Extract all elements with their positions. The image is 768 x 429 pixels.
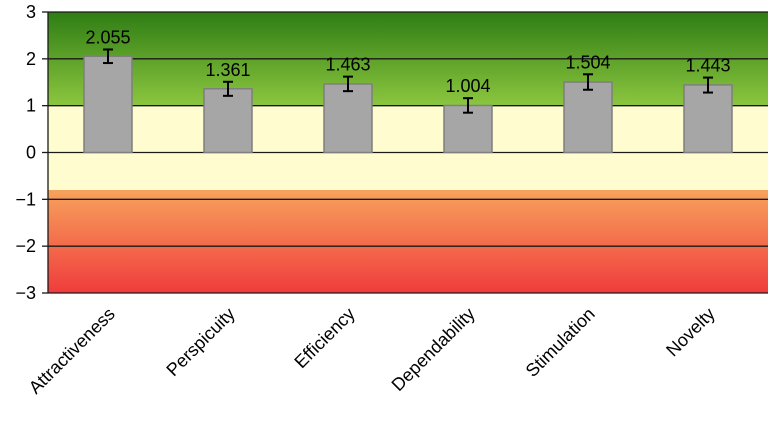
gridlines xyxy=(48,11,768,294)
category-label: Stimulation xyxy=(522,304,599,381)
y-tick-label: −2 xyxy=(15,236,36,256)
data-label: 1.361 xyxy=(205,60,250,80)
bars xyxy=(83,55,733,154)
y-tick-label: −3 xyxy=(15,283,36,303)
error-bar xyxy=(703,76,713,94)
data-label: 1.463 xyxy=(325,55,370,75)
y-tick-label: 1 xyxy=(26,96,36,116)
data-label: 1.443 xyxy=(685,56,730,76)
y-axis: 3 2 1 0 −1 −2 −3 xyxy=(15,2,49,303)
data-label: 1.504 xyxy=(565,52,610,72)
bar-novelty xyxy=(683,84,733,154)
data-label: 1.004 xyxy=(445,76,490,96)
y-tick-label: −1 xyxy=(15,189,36,209)
bar-attractiveness xyxy=(83,55,133,154)
category-label: Perspicuity xyxy=(162,304,238,380)
category-label: Novelty xyxy=(662,304,719,361)
y-tick-label: 2 xyxy=(26,49,36,69)
error-bars xyxy=(103,48,713,114)
category-label: Efficiency xyxy=(290,304,358,372)
bar-stimulation xyxy=(563,81,613,154)
category-label: Attractiveness xyxy=(25,304,119,398)
data-label: 2.055 xyxy=(85,27,130,47)
error-bar xyxy=(463,97,473,114)
error-bar xyxy=(103,48,113,65)
bar-efficiency xyxy=(323,83,373,154)
category-label: Dependability xyxy=(388,304,479,395)
data-labels: 2.055 1.361 1.463 1.004 1.504 1.443 xyxy=(85,27,730,96)
category-labels: Attractiveness Perspicuity Efficiency Depen… xyxy=(25,304,719,398)
error-bar xyxy=(583,73,593,91)
error-bar xyxy=(343,75,353,93)
y-tick-label: 3 xyxy=(26,2,36,22)
y-tick-label: 0 xyxy=(26,143,36,163)
error-bar xyxy=(223,80,233,97)
bar-perspicuity xyxy=(203,88,253,154)
